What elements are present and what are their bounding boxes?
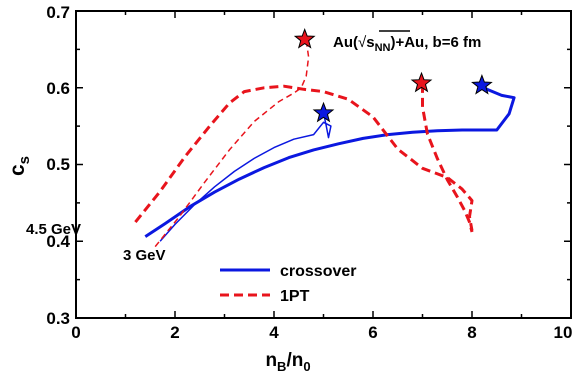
x-tick-label: 6 [368,323,377,342]
star-marker [293,27,316,49]
series-line-1pt [134,84,474,231]
system-label-root-base: s [366,34,374,51]
x-tick-label: 4 [269,323,279,342]
sqrt-sign: √ [358,34,367,51]
x-axis-title: nB/n0 [265,350,310,374]
legend-label-crossover: crossover [280,263,357,280]
x-tick-label: 0 [71,323,80,342]
star-marker [471,73,493,95]
y-tick-label: 0.5 [46,155,70,174]
y-tick-labels: 0.3 0.4 0.5 0.6 0.7 [46,3,70,328]
series-line-1pt-branch [421,83,474,233]
x-tick-labels: 0 2 4 6 8 10 [71,323,572,342]
system-label-text: Au(√sNN)+Au, b=6 fm [333,34,481,54]
tick-marks [75,10,572,319]
x-axis-title-sub1: B [277,359,286,374]
y-axis-title-base: c [6,164,29,176]
x-tick-label: 8 [467,323,476,342]
y-tick-label: 0.3 [46,309,70,328]
x-axis-title-slash: /n [286,350,303,371]
series-line-1pt-3gev [154,40,310,248]
system-label: Au(√sNN)+Au, b=6 fm [333,30,481,54]
y-tick-label: 0.4 [46,232,70,251]
legend: crossover 1PT [220,263,357,305]
y-tick-label: 0.6 [46,79,70,98]
x-tick-label: 2 [170,323,179,342]
star-marker [410,71,433,93]
star-layer [293,27,493,123]
system-label-root-sub: NN [375,42,391,54]
legend-label-1pt: 1PT [280,288,310,305]
series-line-crossover [144,84,516,238]
series-layer [134,40,516,248]
star-marker [312,101,335,123]
series-line-crossover-3gev [159,112,332,242]
x-tick-label: 10 [554,323,573,342]
x-axis-title-base: n [265,350,277,371]
annotation-3-gev: 3 GeV [123,247,166,264]
system-label-pre: Au( [333,34,358,51]
y-axis-title-sub: s [16,156,33,164]
y-tick-label: 0.7 [46,3,70,22]
annotation-4-5-gev: 4.5 GeV [26,221,81,238]
x-axis-title-sub2: 0 [303,359,310,374]
system-label-post: )+Au, b=6 fm [390,34,481,51]
y-axis-title: cs [6,156,33,176]
